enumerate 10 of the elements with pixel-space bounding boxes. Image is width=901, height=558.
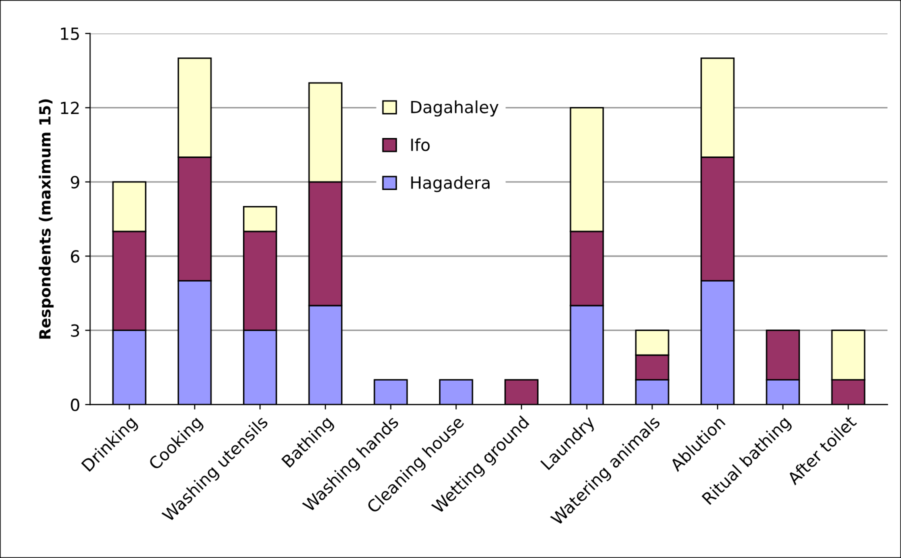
legend-label: Hagadera: [411, 176, 490, 192]
y-tick-label: 15: [61, 28, 79, 40]
y-tick-label: 9: [70, 176, 80, 188]
legend-label: Ifo: [411, 138, 430, 152]
y-tick-label: 0: [70, 398, 80, 412]
y-tick-label: 12: [61, 102, 79, 114]
y-tick-label: 6: [70, 250, 80, 263]
y-axis-title: Respondents (maximum 15): [38, 99, 54, 339]
y-tick-label: 3: [71, 324, 80, 337]
legend-label: Dagahaley: [411, 100, 498, 117]
